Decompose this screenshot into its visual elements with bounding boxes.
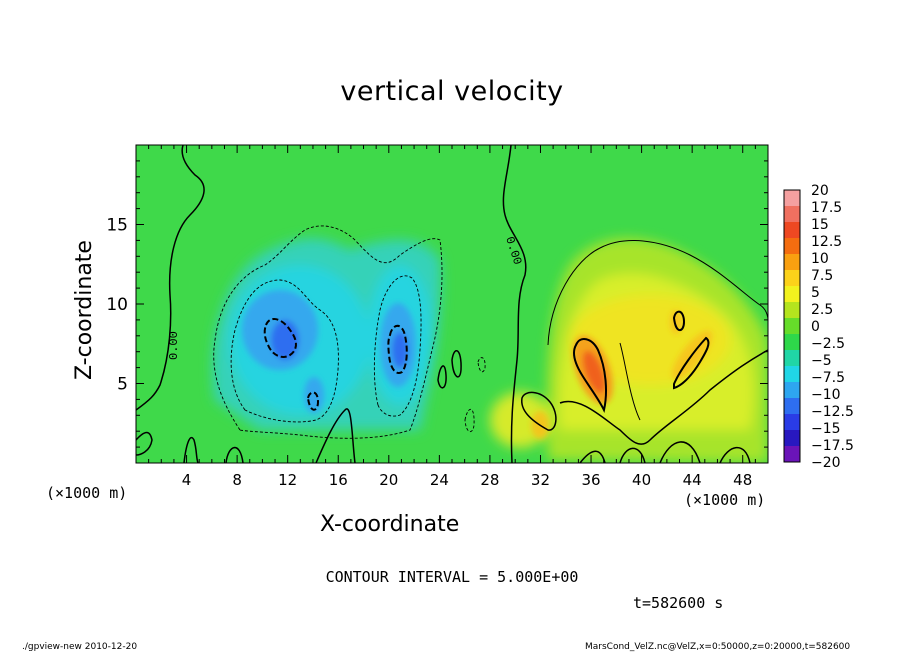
x-tick-label: 4 [182,471,192,489]
colorbar-swatch [784,206,800,223]
colorbar-swatch [784,318,800,335]
colorbar-label: 12.5 [811,234,842,250]
x-tick-label: 48 [733,471,752,489]
colorbar-swatch [784,446,800,463]
y-tick-label: 5 [117,375,128,395]
footer-right: MarsCond_VelZ.nc@VelZ,x=0:50000,z=0:2000… [585,642,851,652]
x-tick-label: 16 [329,471,348,489]
colorbar-label: −7.5 [811,370,845,386]
colorbar-label: −20 [811,455,841,471]
x-units-left: (×1000 m) [46,484,128,502]
colorbar-label: −15 [811,421,841,437]
colorbar-label: 5 [811,285,820,301]
colorbar-label: 2.5 [811,302,833,318]
x-units-right: (×1000 m) [684,491,766,509]
y-tick-label: 15 [106,216,128,236]
x-tick-label: 40 [632,471,651,489]
x-tick-label: 36 [581,471,600,489]
footer-left: ./gpview-new 2010-12-20 [22,642,138,652]
colorbar-label: 10 [811,251,829,267]
colorbar-swatch [784,238,800,255]
colorbar-label: 17.5 [811,200,842,216]
colorbar: 2017.51512.5107.552.50−2.5−5−7.5−10−12.5… [783,183,854,471]
colorbar-swatch [784,414,800,431]
contour-label-left: 0.00 [167,331,181,360]
colorbar-swatch [784,286,800,303]
colorbar-swatch [784,334,800,351]
colorbar-swatch [784,382,800,399]
x-tick-label: 28 [480,471,499,489]
y-axis-label: Z-coordinate [72,240,97,380]
y-axis-ticks: 5 10 15 [106,160,768,448]
x-tick-label: 12 [278,471,297,489]
time-label: t=582600 s [633,594,724,612]
x-tick-label: 20 [379,471,398,489]
colorbar-swatch [784,430,800,447]
colorbar-swatch [784,398,800,415]
x-tick-label: 24 [430,471,449,489]
colorbar-swatch [784,270,800,287]
colorbar-label: 15 [811,217,829,233]
colorbar-swatch [784,222,800,239]
colorbar-label: −5 [811,353,832,369]
colorbar-label: −17.5 [811,438,854,454]
x-axis-ticks: 4 8 12 16 20 24 28 32 36 40 44 48 [148,145,756,489]
colorbar-label: −12.5 [811,404,854,420]
colorbar-swatch [784,254,800,271]
colorbar-label: −2.5 [811,336,845,352]
x-axis-label: X-coordinate [320,512,460,537]
colorbar-label: 20 [811,183,829,199]
colorbar-swatch [784,350,800,367]
x-tick-label: 44 [683,471,702,489]
colorbar-label: 0 [811,319,820,335]
velocity-field: 0.00 0.00 [136,145,768,463]
colorbar-swatch [784,366,800,383]
colorbar-label: 7.5 [811,268,833,284]
colorbar-swatch [784,190,800,207]
x-tick-label: 8 [232,471,242,489]
colorbar-swatch [784,302,800,319]
colorbar-frame [783,189,801,463]
x-tick-label: 32 [531,471,550,489]
contour-interval: CONTOUR INTERVAL = 5.000E+00 [325,568,579,586]
chart-title: vertical velocity [340,76,564,107]
y-tick-label: 10 [106,295,128,315]
colorbar-label: −10 [811,387,841,403]
